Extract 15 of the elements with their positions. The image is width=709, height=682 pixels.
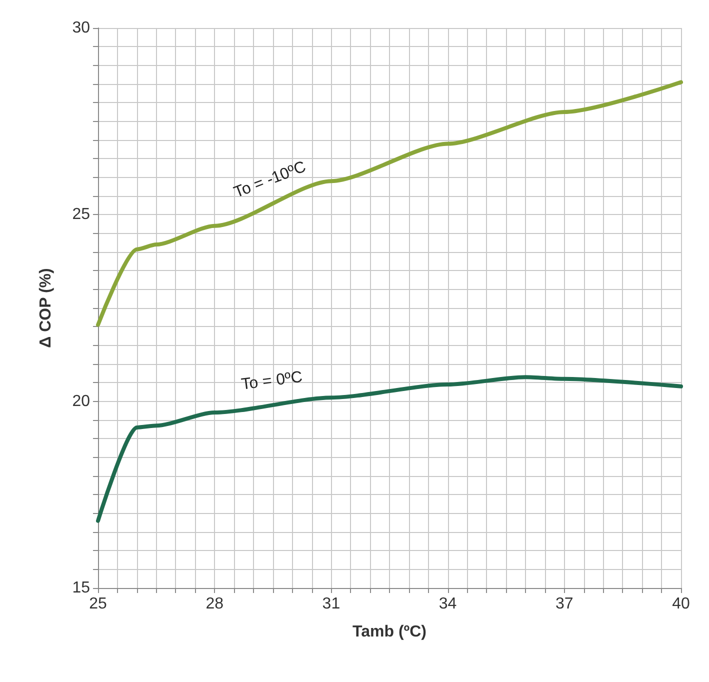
x-tick-label: 34 — [438, 596, 457, 612]
y-axis-title: Δ COP (%) — [38, 268, 54, 348]
x-tick-label: 40 — [672, 596, 690, 612]
line-series — [96, 80, 683, 327]
y-tick-label: 25 — [72, 206, 90, 224]
annotation: To = -10ºC — [232, 158, 308, 202]
annotation: To = 0ºC — [240, 368, 304, 394]
x-axis-title: Tamb (ºC) — [352, 624, 426, 640]
y-tick-label: 30 — [72, 20, 90, 36]
y-tick-label: 20 — [72, 392, 90, 410]
y-tick-label: 15 — [72, 580, 90, 596]
x-tick-label: 25 — [89, 596, 107, 612]
x-tick-label: 31 — [322, 596, 340, 612]
x-tick-label: 28 — [206, 596, 224, 612]
x-tick-label: 37 — [556, 596, 574, 612]
